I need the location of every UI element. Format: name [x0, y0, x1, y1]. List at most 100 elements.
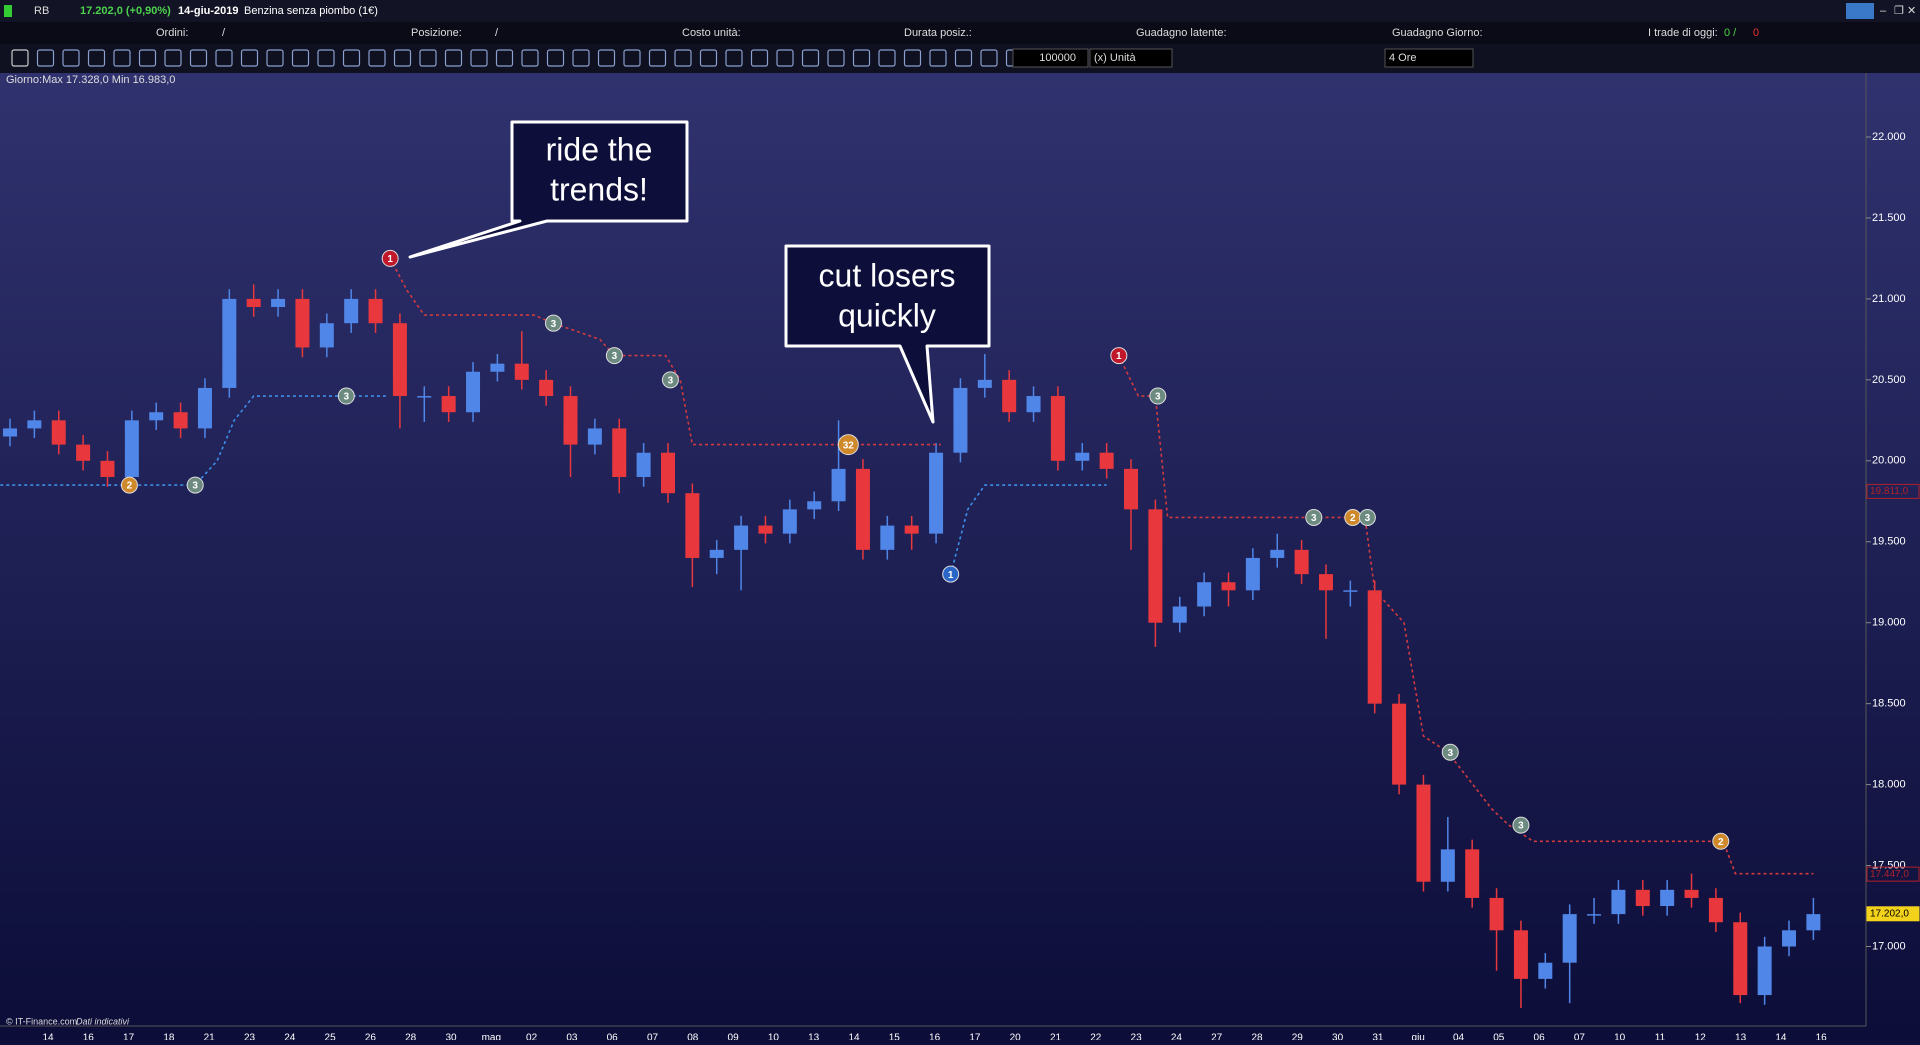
toolbar-icon[interactable]	[954, 49, 973, 67]
signal-label: 3	[612, 351, 618, 362]
candle-body	[1611, 889, 1626, 915]
app-icon[interactable]	[4, 5, 12, 17]
x-tick-label: 15	[889, 1033, 901, 1040]
candle-body	[636, 452, 651, 477]
position-label: Posizione:	[411, 27, 462, 39]
minimize[interactable]: –	[1880, 5, 1887, 17]
toolbar-icon[interactable]	[470, 49, 488, 67]
toolbar-icon[interactable]	[572, 49, 590, 67]
signal-label: 2	[1718, 837, 1724, 848]
toolbar-icon[interactable]	[903, 49, 922, 67]
y-tick-label: 20.500	[1872, 374, 1906, 386]
keyboard-button[interactable]	[1846, 3, 1874, 19]
x-tick-label: 10	[1614, 1033, 1626, 1040]
toolbar-icon[interactable]	[827, 49, 845, 67]
toolbar-icon[interactable]	[113, 49, 131, 67]
candle-body	[904, 525, 919, 534]
toolbar-icon[interactable]	[189, 49, 208, 67]
candle-body	[1587, 914, 1602, 916]
candle-body	[417, 396, 432, 398]
timeframe[interactable]: 4 Ore	[1389, 52, 1417, 64]
toolbar-icon[interactable]	[291, 49, 310, 67]
close[interactable]: ✕	[1907, 5, 1916, 17]
y-tick-label: 20.000	[1872, 455, 1906, 467]
toolbar-icon[interactable]	[801, 49, 820, 67]
toolbar-icon[interactable]	[597, 49, 616, 67]
candle-body	[1562, 914, 1577, 963]
price-tag-label: 19.811,0	[1870, 486, 1909, 497]
toolbar-icon[interactable]	[699, 49, 718, 67]
toolbar-icon[interactable]	[776, 49, 794, 67]
price-tag	[1866, 906, 1920, 922]
toolbar-icon[interactable]	[750, 49, 769, 67]
unit[interactable]: (x) Unità	[1094, 52, 1136, 64]
candle-body	[441, 396, 456, 413]
price-tag	[1866, 866, 1920, 882]
candle-body	[1806, 914, 1821, 931]
toolbar-icon[interactable]	[674, 49, 692, 67]
toolbar-icon[interactable]	[648, 49, 667, 67]
candle-body	[295, 298, 310, 348]
candle-body	[1221, 582, 1236, 591]
callout-bubble	[408, 120, 689, 259]
candle-body	[1489, 897, 1504, 931]
toolbar-icon[interactable]	[980, 49, 998, 67]
toolbar-icon[interactable]	[62, 49, 80, 67]
toolbar-icon[interactable]	[623, 49, 641, 67]
toolbar-icon[interactable]	[852, 49, 871, 67]
x-tick-label: 29	[1292, 1033, 1304, 1040]
x-tick-label: 04	[1453, 1033, 1465, 1040]
candle-body	[734, 525, 749, 550]
toolbar-icon[interactable]	[138, 49, 157, 67]
signal-marker	[1149, 387, 1167, 405]
toolbar-icon[interactable]	[521, 49, 539, 67]
toolbar-icon[interactable]	[342, 49, 361, 67]
quantity[interactable]: 100000	[1039, 52, 1076, 64]
signal-label: 3	[192, 481, 198, 492]
toolbar-icon[interactable]	[317, 49, 335, 67]
toolbar-icon[interactable]	[929, 49, 947, 67]
signal-marker	[381, 249, 399, 267]
candle-body	[1733, 922, 1748, 996]
quantity-field[interactable]	[1012, 48, 1089, 68]
toolbar-icon[interactable]	[215, 49, 233, 67]
toolbar-icon[interactable]	[87, 49, 106, 67]
candle-body	[660, 452, 675, 494]
x-tick-label: 07	[1574, 1033, 1586, 1040]
toolbar-icon[interactable]	[164, 49, 182, 67]
toolbar-icon[interactable]	[11, 49, 29, 67]
toolbar-icon[interactable]	[495, 49, 514, 67]
quote: 17.202,0 (+0,90%)	[80, 5, 171, 17]
orders-sep: /	[222, 27, 226, 39]
toolbar-icon[interactable]	[878, 49, 896, 67]
y-tick-label: 21.500	[1872, 212, 1906, 224]
x-tick-label: giu	[1412, 1033, 1425, 1040]
toolbar-icon[interactable]	[368, 49, 386, 67]
timeframe-select[interactable]	[1384, 48, 1474, 68]
toolbar-icon[interactable]	[546, 49, 565, 67]
toolbar-icon[interactable]	[725, 49, 743, 67]
unit-select[interactable]	[1089, 48, 1173, 68]
x-tick-label: 21	[1050, 1033, 1062, 1040]
signal-label: 3	[668, 375, 674, 386]
candle-body	[51, 420, 66, 445]
signal-label: 3	[1155, 392, 1161, 403]
restore[interactable]: ❐	[1894, 5, 1904, 17]
toolbar-icon[interactable]	[266, 49, 284, 67]
x-tick-label: 13	[808, 1033, 820, 1040]
signal-marker	[544, 314, 562, 332]
toolbar-icon[interactable]	[393, 49, 412, 67]
toolbar-icon[interactable]	[240, 49, 259, 67]
info-bar	[0, 22, 1920, 44]
toolbar-icon[interactable]	[444, 49, 463, 67]
symbol[interactable]: RB	[34, 5, 49, 17]
toolbar-icon[interactable]	[419, 49, 437, 67]
x-tick-label: 16	[83, 1033, 95, 1040]
toolbar-icon[interactable]	[36, 49, 55, 67]
signal-marker	[661, 371, 679, 389]
callout-text: ride the	[546, 131, 653, 167]
candle-body	[977, 379, 992, 388]
signal-label: 1	[1116, 351, 1122, 362]
candle-body	[173, 412, 188, 429]
